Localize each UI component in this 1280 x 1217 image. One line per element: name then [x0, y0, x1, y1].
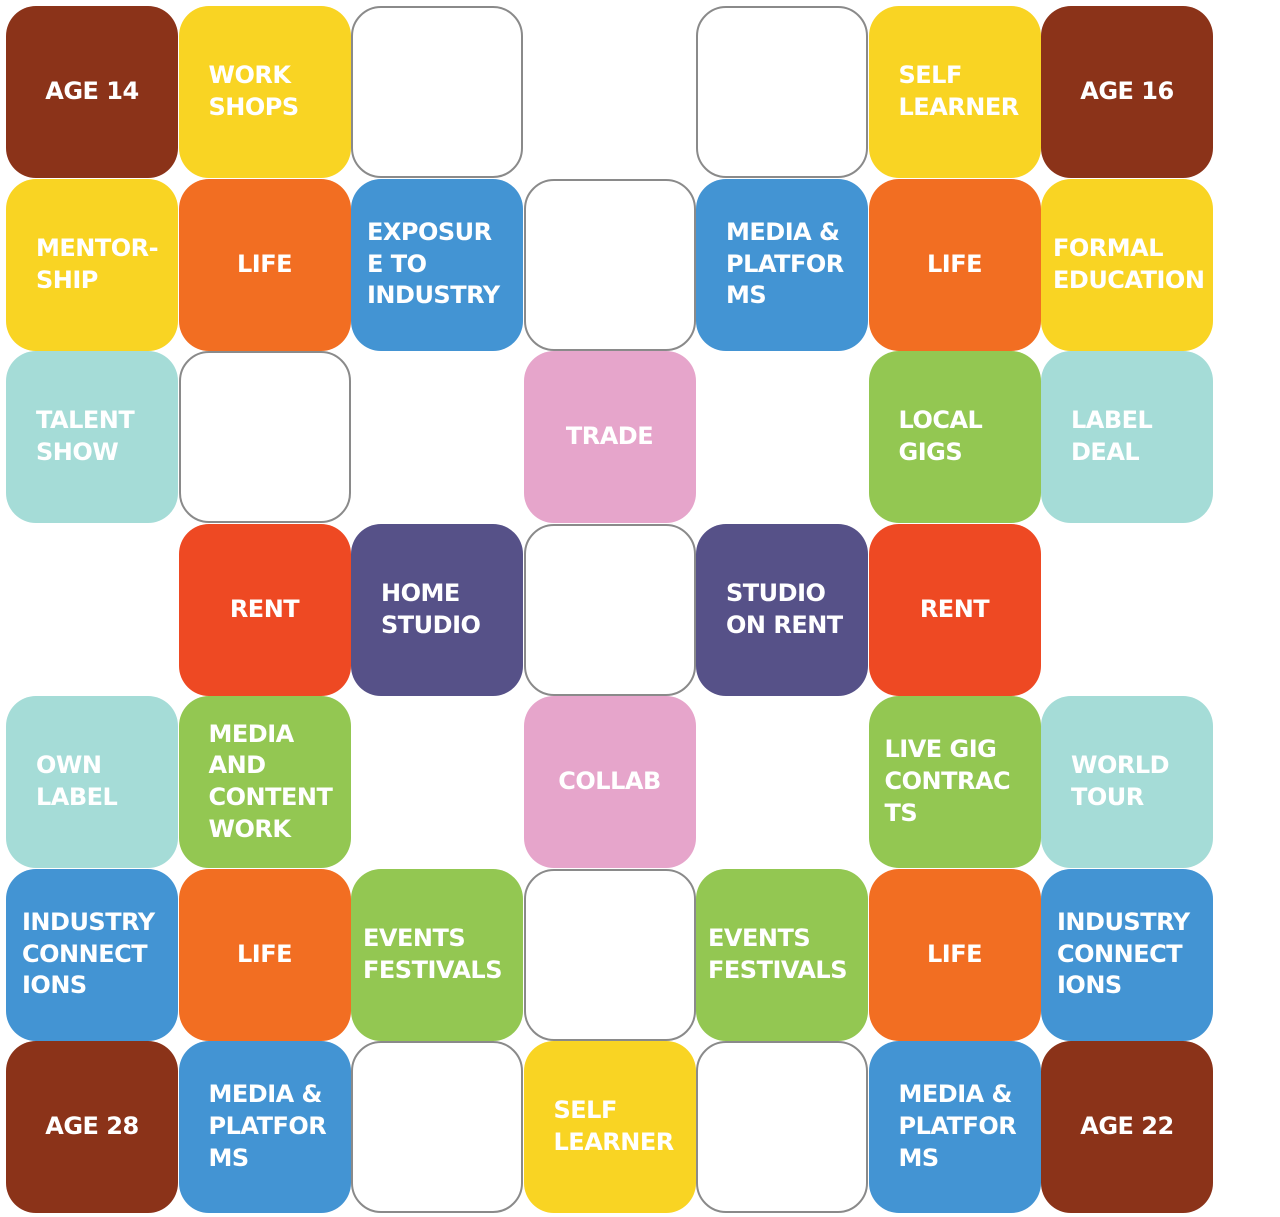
tile-label: EVENTS FESTIVALS [708, 923, 847, 984]
tile-label: INDUSTRY CONNECT IONS [22, 907, 155, 1000]
tile-mentor-ship: MENTOR- SHIP [6, 178, 178, 351]
tile-label: WORLD TOUR [1071, 751, 1170, 811]
tile-life: LIFE [178, 868, 351, 1041]
tile-label: AGE 16 [1080, 77, 1174, 106]
tile-label: MEDIA & PLATFOR MS [898, 1080, 1017, 1172]
tile-label: MEDIA & PLATFOR MS [208, 1080, 327, 1172]
tile-empty [351, 6, 523, 178]
tile-rent: RENT [868, 523, 1041, 696]
tile-age-16: AGE 16 [1041, 6, 1213, 178]
tile-label: WORK SHOPS [208, 61, 300, 121]
tile-empty [351, 1041, 523, 1213]
tile-media-and-platfor-ms: MEDIA & PLATFOR MS [178, 1041, 351, 1213]
tile-label: AGE 14 [45, 77, 139, 106]
tile-events-festivals: EVENTS FESTIVALS [351, 868, 523, 1041]
tile-live-gig-contrac-ts: LIVE GIG CONTRAC TS [868, 696, 1041, 868]
tile-label-deal: LABEL DEAL [1041, 351, 1213, 523]
tile-label: STUDIO ON RENT [726, 578, 843, 639]
tile-empty [178, 351, 351, 523]
tile-label: MEDIA & PLATFOR MS [726, 217, 844, 310]
tile-age-22: AGE 22 [1041, 1041, 1213, 1213]
tile-local-gigs: LOCAL GIGS [868, 351, 1041, 523]
tile-label: LIFE [926, 249, 983, 278]
tile-label: AGE 28 [45, 1112, 139, 1141]
tile-age-14: AGE 14 [6, 6, 178, 178]
tile-media-and-platfor-ms: MEDIA & PLATFOR MS [696, 178, 868, 351]
tile-life: LIFE [868, 178, 1041, 351]
tile-label: LIFE [236, 249, 293, 278]
tile-industry-connect-ions: INDUSTRY CONNECT IONS [6, 868, 178, 1041]
tile-label: TRADE [565, 422, 654, 451]
tile-empty [523, 178, 696, 351]
tile-empty [523, 868, 696, 1041]
tile-life: LIFE [178, 178, 351, 351]
tile-label: TALENT SHOW [36, 406, 135, 466]
tile-studio-on-rent: STUDIO ON RENT [696, 523, 868, 696]
tile-work-shops: WORK SHOPS [178, 6, 351, 178]
tile-self-learner: SELF LEARNER [868, 6, 1041, 178]
tile-label: MENTOR- SHIP [36, 233, 159, 294]
tile-self-learner: SELF LEARNER [523, 1041, 696, 1213]
tile-home-studio: HOME STUDIO [351, 523, 523, 696]
tile-label: HOME STUDIO [381, 578, 481, 639]
tile-label: FORMAL EDUCATION [1053, 233, 1205, 294]
tile-world-tour: WORLD TOUR [1041, 696, 1213, 868]
tile-empty [696, 1041, 868, 1213]
tile-own-label: OWN LABEL [6, 696, 178, 868]
tile-label: LIFE [926, 939, 983, 968]
tile-label: LIVE GIG CONTRAC TS [884, 735, 1011, 827]
tile-collab: COLLAB [523, 696, 696, 868]
tile-label: RENT [919, 594, 990, 623]
tile-trade: TRADE [523, 351, 696, 523]
tile-label: EXPOSUR E TO INDUSTRY [367, 217, 500, 310]
tile-empty [696, 6, 868, 178]
tile-formal-education: FORMAL EDUCATION [1041, 178, 1213, 351]
tile-label: MEDIA AND CONTENT WORK [208, 719, 333, 843]
tile-age-28: AGE 28 [6, 1041, 178, 1213]
tile-label: OWN LABEL [36, 751, 118, 811]
tile-label: SELF LEARNER [898, 61, 1020, 121]
tile-life: LIFE [868, 868, 1041, 1041]
tile-label: LIFE [236, 939, 293, 968]
tile-rent: RENT [178, 523, 351, 696]
tile-media-and-content-work: MEDIA AND CONTENT WORK [178, 696, 351, 868]
tile-label: EVENTS FESTIVALS [363, 923, 502, 984]
tile-media-and-platfor-ms: MEDIA & PLATFOR MS [868, 1041, 1041, 1213]
tile-label: RENT [229, 594, 300, 623]
tile-empty [523, 523, 696, 696]
tile-label: INDUSTRY CONNECT IONS [1057, 907, 1190, 1000]
tile-talent-show: TALENT SHOW [6, 351, 178, 523]
tile-label: COLLAB [558, 767, 661, 796]
tile-events-festivals: EVENTS FESTIVALS [696, 868, 868, 1041]
tile-label: LABEL DEAL [1071, 406, 1153, 466]
tile-industry-connect-ions: INDUSTRY CONNECT IONS [1041, 868, 1213, 1041]
tile-exposur-e-to-industry: EXPOSUR E TO INDUSTRY [351, 178, 523, 351]
tile-label: LOCAL GIGS [898, 406, 983, 466]
tile-label: SELF LEARNER [553, 1096, 675, 1156]
tile-label: AGE 22 [1080, 1112, 1174, 1141]
